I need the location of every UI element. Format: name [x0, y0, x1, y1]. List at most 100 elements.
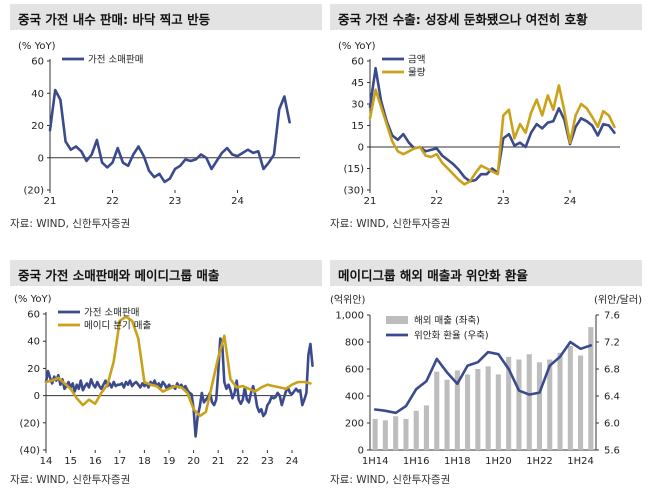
x-tick-label: 22 [430, 196, 443, 207]
bar [526, 354, 532, 450]
x-tick-label: 17 [113, 456, 126, 467]
y-tick-label: (20) [19, 418, 40, 429]
x-tick-label: 1H14 [362, 456, 389, 467]
y-tick-label: 20 [27, 364, 40, 375]
series-line-0 [368, 66, 616, 183]
x-tick-label: 1H22 [526, 456, 553, 467]
x-tick-label: 14 [40, 456, 53, 467]
series-line-fx [373, 340, 593, 415]
bar [413, 410, 419, 450]
bar [495, 374, 501, 450]
title-bar: 중국 가전 소매판매와 메이디그룹 매출 [10, 260, 322, 286]
chart-title: 중국 가전 내수 판매: 바닥 찍고 반등 [18, 12, 211, 27]
legend-label: 금액 [408, 54, 425, 66]
x-tick-label: 22 [106, 196, 119, 207]
y-tick-label: 0 [34, 391, 40, 402]
y-tick-label: 60 [351, 57, 364, 68]
bar [536, 362, 542, 451]
y-unit-label: (% YoY) [14, 294, 52, 305]
y-tick-label: 40 [31, 89, 44, 100]
chart-title: 중국 가전 수출: 성장세 둔화됐으나 여전히 호황 [338, 12, 588, 27]
y-tick-label: 0 [358, 446, 364, 457]
bar [403, 418, 409, 450]
y-tick-label: 600 [345, 365, 364, 376]
panel-retail-vs-midea: 중국 가전 소매판매와 메이디그룹 매출 (% YoY) 60 40 20 0 (20)(… [10, 260, 322, 495]
panel-domestic-sales: 중국 가전 내수 판매: 바닥 찍고 반등 (% YoY) 60 40 20 0 (20)… [10, 4, 322, 239]
bar [382, 420, 388, 450]
panel-exports: 중국 가전 수출: 성장세 둔화됐으나 여전히 호황 (% YoY) 60 45 30… [330, 4, 642, 239]
bar [578, 355, 584, 450]
bar [434, 371, 440, 450]
panel-overseas-sales-fx: 메이디그룹 해외 매출과 위안화 환율 (억위안) (위안/달러) 1,000 800… [330, 260, 642, 495]
source-note: 자료: WIND, 신한투자증권 [10, 218, 131, 230]
x-tick-label: 23 [261, 456, 274, 467]
x-tick-label: 23 [497, 196, 510, 207]
chart-overseas-sales-fx: (억위안) (위안/달러) 1,000 800 600 400 200 0 7.6 7.2 6.8 6… [330, 293, 642, 467]
chart-domestic-sales: (% YoY) 60 40 20 0 (20)21 22 23 24 가전 소매판매 [18, 41, 300, 207]
x-tick-label: 18 [138, 456, 151, 467]
bar [557, 352, 563, 450]
series-line-1 [368, 84, 616, 186]
x-tick-label: 23 [169, 196, 182, 207]
y-tick-label: 200 [345, 419, 364, 430]
x-tick-label: 19 [163, 456, 176, 467]
x-tick-label: 21 [44, 196, 57, 207]
bar [516, 359, 522, 450]
legend-label: 물량 [408, 67, 426, 79]
title-bar: 중국 가전 수출: 성장세 둔화됐으나 여전히 호황 [330, 4, 642, 30]
bar [393, 416, 399, 451]
bar [475, 369, 481, 450]
y-tick-label: 60 [31, 57, 44, 68]
x-tick-label: 24 [564, 196, 577, 207]
y-tick-label: 0 [358, 143, 364, 154]
x-tick-label: 15 [64, 456, 77, 467]
title-bar: 메이디그룹 해외 매출과 위안화 환율 [330, 260, 642, 286]
bar [444, 379, 450, 450]
y-tick-label: 800 [345, 338, 364, 349]
y2-tick-label: 7.2 [604, 338, 620, 349]
y2-tick-label: 6.4 [604, 392, 620, 403]
y2-tick-label: 6.0 [604, 419, 620, 430]
y-tick-label: (30) [343, 186, 364, 197]
x-tick-label: 21 [364, 196, 377, 207]
y-tick-label: 1,000 [335, 311, 364, 322]
x-tick-label: 22 [236, 456, 249, 467]
y2-tick-label: 7.6 [604, 311, 620, 322]
chart-retail-vs-midea: (% YoY) 60 40 20 0 (20) (40)14 15 16 17 18 19 20 21 22… [14, 294, 314, 467]
bar [454, 370, 460, 450]
bar [372, 418, 378, 450]
y-unit-label: (% YoY) [338, 41, 376, 52]
bar [567, 346, 573, 450]
bar [506, 356, 512, 450]
x-tick-label: 1H20 [485, 456, 512, 467]
source-note: 자료: WIND, 신한투자증권 [330, 218, 451, 230]
y-unit-label: (억위안) [330, 293, 366, 306]
chart-title: 메이디그룹 해외 매출과 위안화 환율 [338, 268, 528, 283]
bar [588, 327, 594, 450]
legend-label: 메이디 분기 매출 [84, 321, 151, 332]
x-tick-label: 24 [286, 456, 299, 467]
y2-tick-label: 6.8 [604, 365, 620, 376]
series-line-0 [48, 88, 291, 184]
source-note: 자료: WIND, 신한투자증권 [10, 474, 131, 486]
y-tick-label: 45 [351, 78, 364, 89]
bar [547, 359, 553, 450]
chart-title: 중국 가전 소매판매와 메이디그룹 매출 [18, 268, 220, 283]
y2-unit-label: (위안/달러) [594, 293, 642, 306]
y-tick-label: (40) [19, 446, 40, 457]
y-tick-label: 30 [351, 100, 364, 111]
y-tick-label: (20) [23, 186, 44, 197]
legend-swatch [386, 316, 408, 324]
y-tick-label: 0 [38, 153, 44, 164]
x-tick-label: 20 [187, 456, 200, 467]
y-tick-label: 400 [345, 392, 364, 403]
x-tick-label: 1H24 [567, 456, 594, 467]
y-tick-label: 15 [351, 121, 364, 132]
series-line-1 [44, 315, 312, 418]
y2-tick-label: 5.6 [604, 446, 620, 457]
y-unit-label: (% YoY) [18, 41, 56, 52]
title-bar: 중국 가전 내수 판매: 바닥 찍고 반등 [10, 4, 322, 30]
y-tick-label: 20 [31, 121, 44, 132]
legend-label: 가전 소매판매 [88, 55, 143, 66]
